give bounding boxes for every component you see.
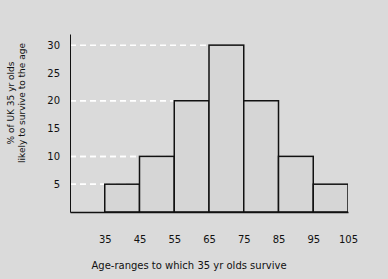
y-tick: 5 bbox=[54, 179, 70, 190]
y-tick: 20 bbox=[47, 95, 70, 106]
y-axis-line bbox=[70, 35, 71, 213]
bar bbox=[140, 156, 175, 212]
bar bbox=[209, 45, 244, 212]
x-tick-label: 75 bbox=[238, 234, 251, 245]
y-axis: 5 10 15 20 25 30 bbox=[47, 35, 70, 213]
y-tick: 15 bbox=[47, 123, 70, 134]
x-axis-line bbox=[71, 212, 349, 214]
x-tick: 105 bbox=[339, 212, 358, 245]
y-tick: 10 bbox=[47, 151, 70, 162]
y-tick-label: 15 bbox=[47, 123, 60, 134]
y-tick-label: 30 bbox=[47, 40, 60, 51]
chart: 35 45 55 65 75 85 95 105 5 10 15 20 25 30 Age-ranges t… bbox=[0, 0, 388, 279]
x-tick-label: 95 bbox=[307, 234, 320, 245]
x-tick: 55 bbox=[168, 212, 181, 245]
y-axis-title: likely to survive to the age bbox=[17, 43, 27, 163]
x-tick-label: 45 bbox=[134, 234, 147, 245]
x-tick: 85 bbox=[273, 212, 286, 245]
plot: 35 45 55 65 75 85 95 105 5 10 15 20 25 30 bbox=[47, 35, 358, 246]
x-tick-label: 55 bbox=[168, 234, 181, 245]
y-axis-title: % of UK 35 yr olds bbox=[6, 61, 16, 144]
y-tick-label: 10 bbox=[47, 151, 60, 162]
x-axis-title: Age-ranges to which 35 yr olds survive bbox=[91, 260, 286, 271]
x-tick: 95 bbox=[307, 212, 320, 245]
x-tick-label: 85 bbox=[273, 234, 286, 245]
y-tick: 25 bbox=[47, 68, 70, 79]
bar bbox=[313, 184, 348, 212]
bars bbox=[70, 45, 348, 212]
bar bbox=[105, 184, 140, 212]
x-tick-label: 35 bbox=[99, 234, 112, 245]
x-tick: 65 bbox=[203, 212, 216, 245]
x-tick: 35 bbox=[99, 212, 112, 245]
x-tick-label: 105 bbox=[339, 234, 358, 245]
y-tick-label: 5 bbox=[54, 179, 60, 190]
guide-line bbox=[70, 44, 209, 46]
y-tick-label: 25 bbox=[47, 68, 60, 79]
x-tick: 75 bbox=[238, 212, 251, 245]
y-tick-label: 20 bbox=[47, 95, 60, 106]
bar bbox=[244, 101, 279, 212]
x-axis: 35 45 55 65 75 85 95 105 bbox=[71, 212, 359, 245]
y-tick: 30 bbox=[47, 40, 70, 51]
x-tick-label: 65 bbox=[203, 234, 216, 245]
x-tick: 45 bbox=[134, 212, 147, 245]
bar bbox=[279, 156, 314, 212]
bar bbox=[174, 101, 209, 212]
